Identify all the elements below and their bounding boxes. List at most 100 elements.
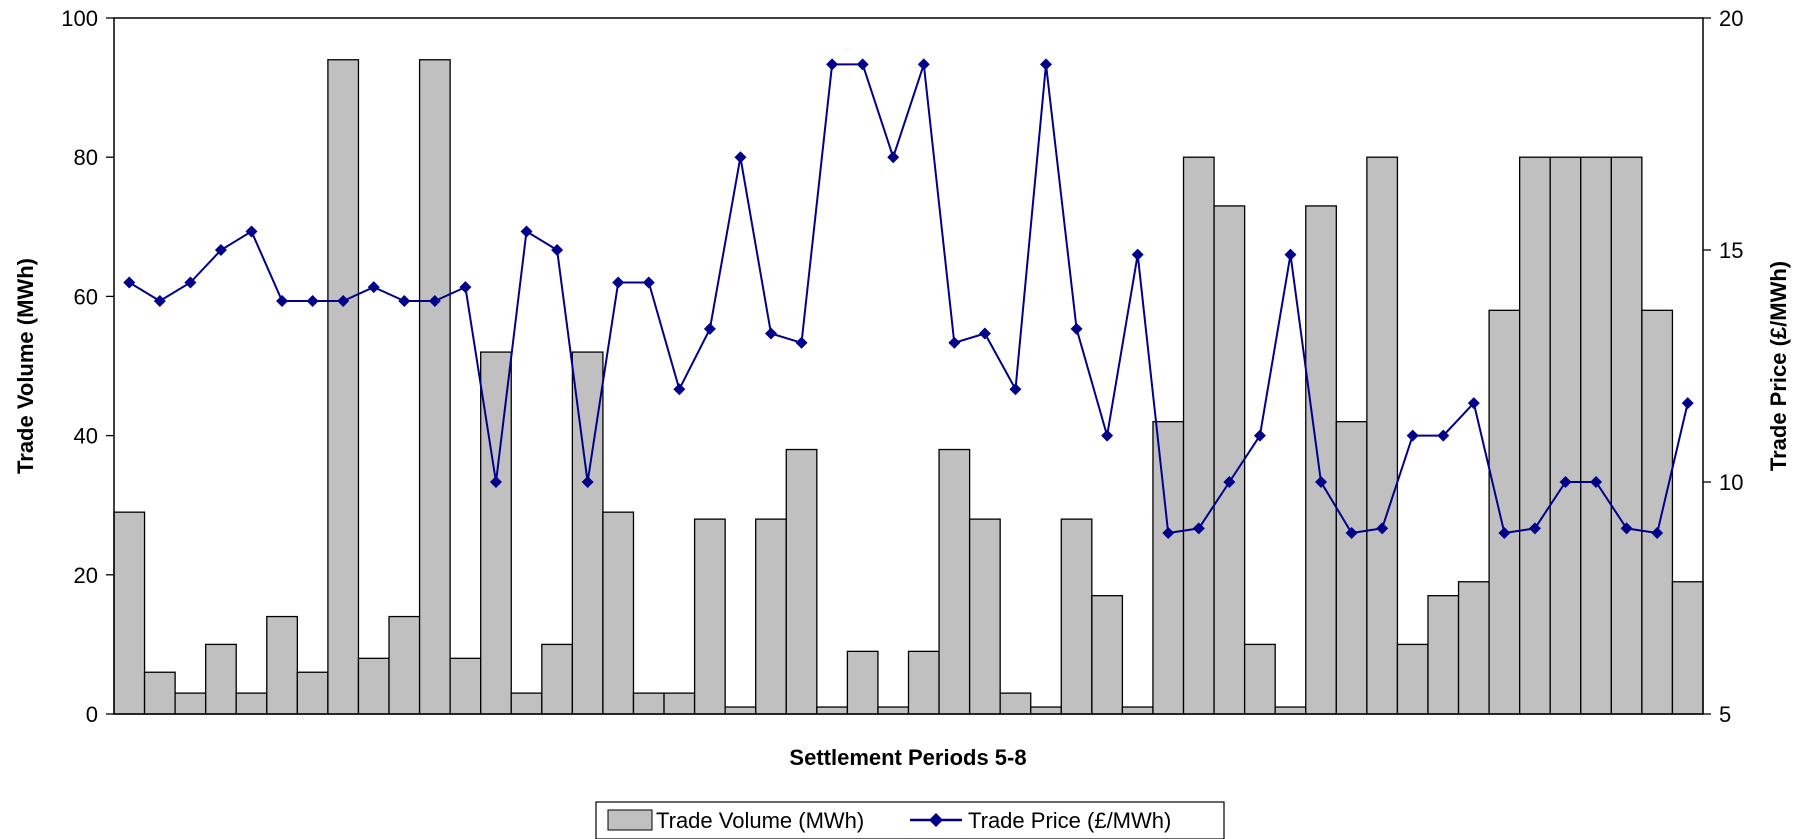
price-marker bbox=[428, 295, 441, 308]
price-marker bbox=[1467, 397, 1480, 410]
left-tick-label: 80 bbox=[74, 145, 98, 170]
volume-bar bbox=[388, 615, 421, 715]
volume-bar bbox=[1060, 518, 1093, 715]
line-series bbox=[123, 58, 1694, 540]
right-axis-title: Trade Price (£/MWh) bbox=[1766, 261, 1791, 471]
price-marker bbox=[856, 58, 869, 71]
left-tick-label: 60 bbox=[74, 284, 98, 309]
volume-bar bbox=[1243, 643, 1276, 715]
price-marker bbox=[887, 151, 900, 164]
price-marker bbox=[1162, 527, 1175, 540]
price-marker bbox=[948, 336, 961, 349]
plot-area-border bbox=[113, 17, 1704, 715]
right-tick-label: 15 bbox=[1719, 238, 1743, 263]
volume-bar bbox=[1580, 156, 1612, 715]
volume-bar bbox=[357, 657, 390, 715]
volume-bar bbox=[1121, 706, 1154, 715]
price-marker bbox=[276, 295, 289, 308]
left-axis-title: Trade Volume (MWh) bbox=[13, 258, 38, 474]
price-marker bbox=[703, 322, 716, 335]
volume-bar bbox=[418, 59, 451, 715]
right-tick-label: 20 bbox=[1719, 6, 1743, 31]
price-marker bbox=[1528, 522, 1541, 535]
price-marker bbox=[1070, 322, 1083, 335]
volume-bar bbox=[907, 650, 940, 715]
legend-bar-swatch bbox=[607, 809, 653, 831]
volume-bar bbox=[1641, 309, 1674, 715]
volume-bar bbox=[602, 511, 635, 715]
price-marker bbox=[153, 295, 166, 308]
price-marker bbox=[1376, 522, 1389, 535]
volume-bar bbox=[480, 351, 512, 715]
volume-bar bbox=[1335, 421, 1368, 715]
volume-bar bbox=[816, 706, 849, 715]
price-marker bbox=[917, 58, 930, 71]
volume-bar bbox=[205, 643, 237, 715]
price-marker bbox=[1009, 383, 1022, 396]
price-marker bbox=[1284, 248, 1297, 261]
price-marker bbox=[123, 276, 136, 289]
price-marker bbox=[367, 281, 380, 294]
price-marker bbox=[826, 58, 839, 71]
price-marker bbox=[551, 244, 564, 256]
volume-bar bbox=[1213, 205, 1246, 715]
volume-bar bbox=[174, 692, 207, 715]
volume-bar bbox=[968, 518, 1001, 715]
volume-bar bbox=[113, 511, 146, 715]
volume-bar bbox=[663, 692, 696, 715]
volume-bar bbox=[1366, 156, 1399, 715]
price-marker bbox=[1315, 476, 1328, 488]
price-marker bbox=[1406, 429, 1419, 442]
legend-line-label: Trade Price (£/MWh) bbox=[968, 808, 1171, 833]
volume-bar bbox=[1152, 421, 1185, 715]
price-marker bbox=[642, 276, 655, 289]
volume-bar bbox=[1396, 643, 1429, 715]
price-marker bbox=[337, 295, 350, 308]
price-marker bbox=[398, 295, 411, 308]
legend: Trade Volume (MWh) Trade Price (£/MWh) bbox=[595, 801, 1225, 839]
price-marker bbox=[1101, 429, 1114, 442]
volume-bar bbox=[1488, 309, 1521, 715]
price-marker bbox=[1345, 527, 1358, 540]
price-marker bbox=[1681, 397, 1694, 410]
volume-bar bbox=[999, 692, 1032, 715]
price-marker bbox=[489, 476, 502, 488]
price-marker bbox=[1651, 527, 1664, 540]
volume-bar bbox=[1305, 205, 1337, 715]
volume-bar bbox=[877, 706, 910, 715]
left-tick-label: 20 bbox=[74, 563, 98, 588]
volume-bar bbox=[235, 692, 268, 715]
price-marker bbox=[764, 327, 777, 340]
price-marker bbox=[734, 151, 747, 164]
volume-bar bbox=[1182, 156, 1215, 715]
price-marker bbox=[184, 276, 197, 289]
volume-bar bbox=[632, 692, 665, 715]
right-axis-ticks: 5 10 15 20 bbox=[1703, 6, 1743, 727]
right-tick-label: 5 bbox=[1719, 702, 1731, 727]
price-marker bbox=[1498, 527, 1511, 540]
volume-bar bbox=[938, 448, 971, 715]
price-marker bbox=[214, 244, 227, 256]
price-marker bbox=[1253, 429, 1266, 442]
volume-bar bbox=[1519, 156, 1551, 715]
price-marker bbox=[1223, 476, 1236, 488]
volume-bar bbox=[724, 706, 757, 715]
left-tick-label: 100 bbox=[61, 6, 98, 31]
bar-series bbox=[113, 59, 1704, 715]
price-marker bbox=[520, 225, 533, 238]
volume-bar bbox=[1549, 156, 1582, 715]
volume-bar bbox=[1030, 706, 1062, 715]
volume-bar bbox=[510, 692, 543, 715]
price-marker bbox=[1590, 476, 1603, 488]
volume-bar bbox=[143, 671, 176, 715]
volume-bar bbox=[1457, 581, 1490, 715]
price-marker bbox=[1559, 476, 1572, 488]
price-marker bbox=[795, 336, 808, 349]
volume-bar bbox=[449, 657, 482, 715]
left-axis-ticks: 0 20 40 60 80 100 bbox=[61, 6, 114, 727]
x-axis-title: Settlement Periods 5-8 bbox=[789, 745, 1026, 770]
volume-bar bbox=[296, 671, 329, 715]
price-marker bbox=[306, 295, 319, 308]
volume-bar bbox=[1671, 581, 1704, 715]
